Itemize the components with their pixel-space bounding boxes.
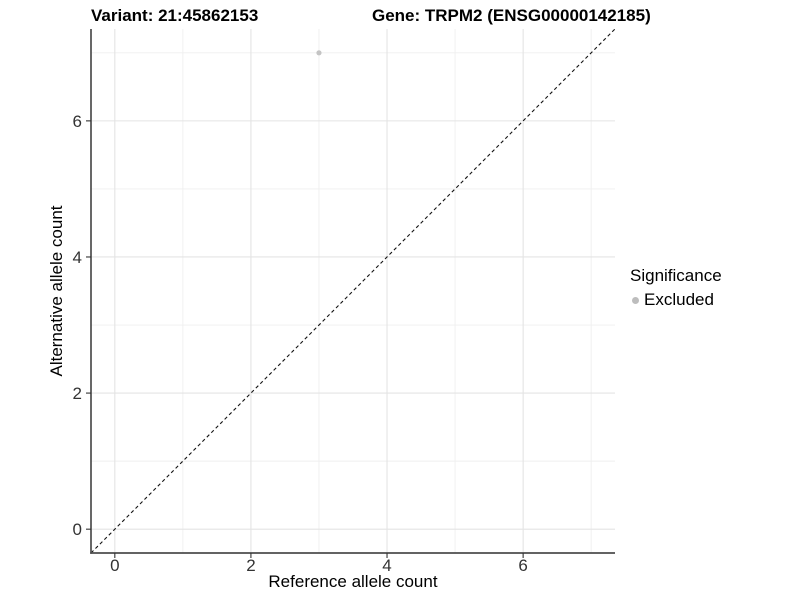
y-tick-label: 4 [73,248,82,267]
gridlines-minor [91,29,615,553]
legend-key-dot-icon [632,296,639,304]
tick-marks [86,120,524,558]
plot-title-gene: Gene: TRPM2 (ENSG00000142185) [372,6,651,25]
data-point [316,50,322,56]
x-tick-label: 2 [246,556,255,575]
x-axis-title: Reference allele count [268,572,438,591]
legend-item-excluded: Excluded [632,290,722,310]
gridlines-major [91,29,615,553]
x-tick-label: 6 [518,556,527,575]
y-tick-label: 0 [73,520,82,539]
legend-title: Significance [630,266,722,285]
data-points [316,50,322,56]
x-tick-labels: 0 2 4 6 [110,556,528,575]
identity-line [91,29,615,553]
y-tick-labels: 0 2 4 6 [73,112,82,539]
y-tick-label: 6 [73,112,82,131]
axis-lines [90,29,615,554]
y-axis-title: Alternative allele count [47,205,66,377]
y-tick-label: 2 [73,384,82,403]
x-tick-label: 0 [110,556,119,575]
legend: Significance Excluded [628,266,722,310]
plot-title-variant: Variant: 21:45862153 [91,6,259,25]
legend-item-label: Excluded [644,290,714,309]
x-tick-label: 4 [382,556,391,575]
